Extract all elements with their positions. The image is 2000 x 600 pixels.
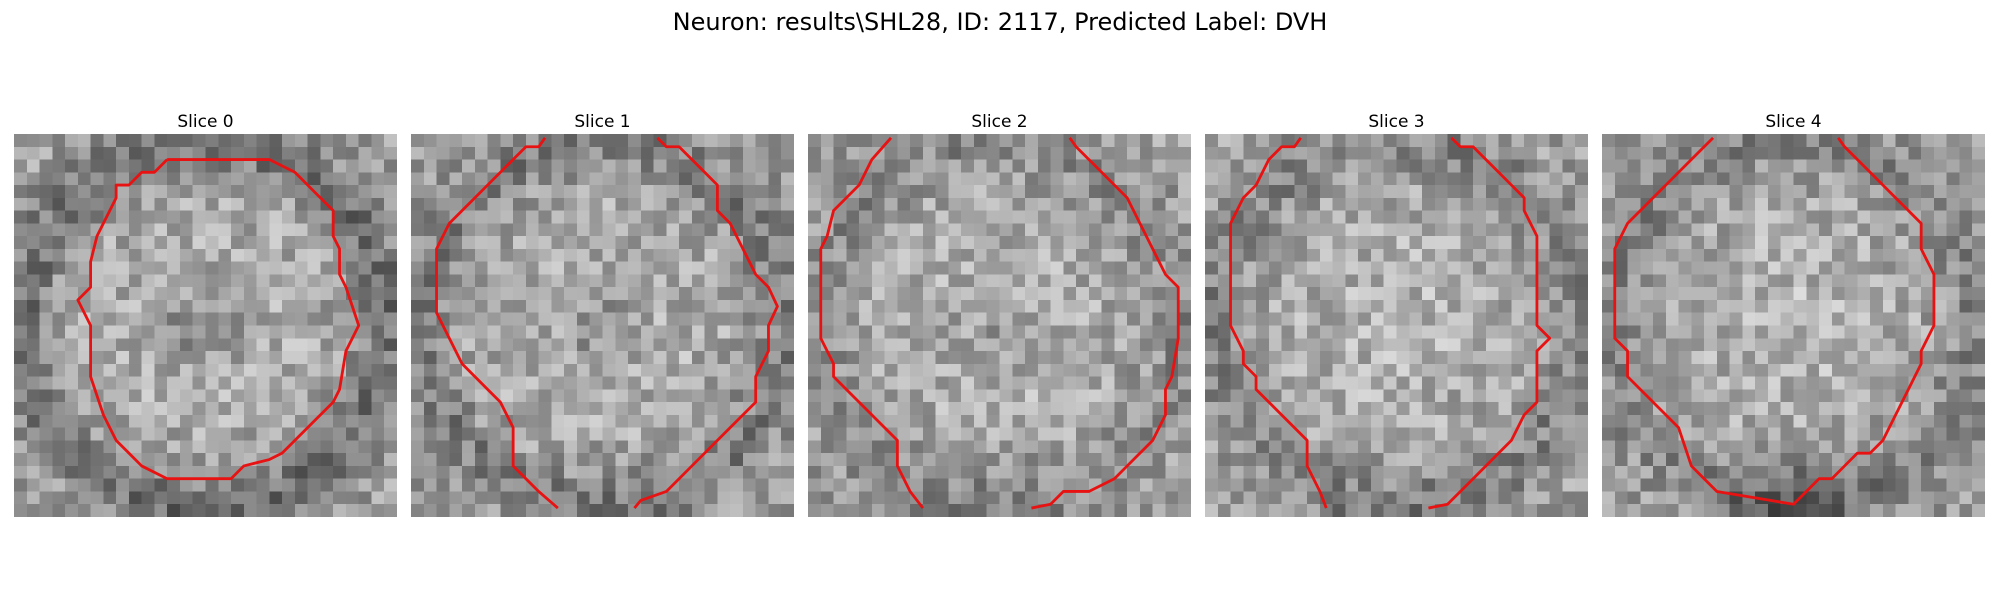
slice-image: [808, 134, 1191, 517]
slice-image: [411, 134, 794, 517]
slice-panel-3: Slice 3: [1205, 110, 1588, 517]
neuron-outline-right: [633, 136, 779, 509]
slice-image: [1205, 134, 1588, 517]
neuron-outline: [1613, 136, 1936, 506]
neuron-outline: [76, 158, 361, 481]
microscopy-pixels: [1205, 134, 1588, 517]
figure-title: Neuron: results\SHL28, ID: 2117, Predict…: [672, 8, 1328, 36]
slice-image: [1602, 134, 1985, 517]
slice-image: [14, 134, 397, 517]
slice-title: Slice 1: [574, 112, 631, 132]
slice-panel-0: Slice 0: [14, 110, 397, 517]
slice-title: Slice 0: [177, 112, 234, 132]
neuron-outline-right: [1031, 137, 1180, 510]
slice-title: Slice 2: [971, 112, 1028, 132]
slice-panel-1: Slice 1: [411, 110, 794, 517]
neuron-outline-left: [819, 136, 925, 509]
microscopy-pixels: [808, 134, 1191, 517]
microscopy-pixels: [1602, 134, 1985, 517]
slice-panel-2: Slice 2: [808, 110, 1191, 517]
slice-panel-4: Slice 4: [1602, 110, 1985, 517]
neuron-outline-left: [1229, 137, 1328, 509]
microscopy-pixels: [411, 134, 794, 517]
microscopy-pixels: [14, 134, 397, 517]
slice-title: Slice 4: [1765, 112, 1822, 132]
slice-title: Slice 3: [1368, 112, 1425, 132]
neuron-outline-left: [435, 137, 559, 510]
neuron-outline-right: [1428, 136, 1552, 510]
